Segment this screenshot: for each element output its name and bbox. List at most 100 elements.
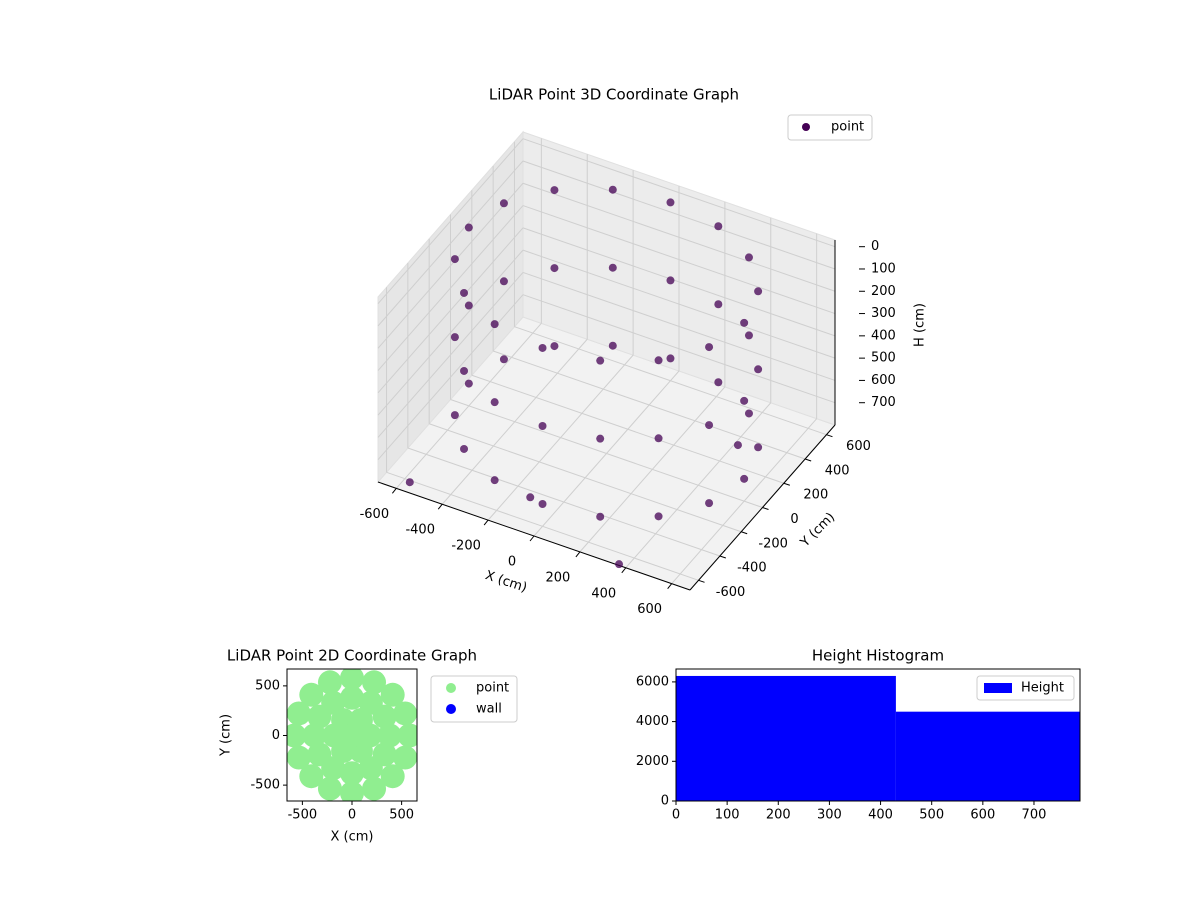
- x-tick-label: 100: [715, 808, 740, 823]
- point: [499, 277, 508, 286]
- y-tick: [741, 531, 748, 535]
- point: [490, 476, 499, 485]
- point: [340, 723, 364, 748]
- grid-line: [522, 227, 836, 337]
- z-axis-label: H (cm): [913, 303, 928, 347]
- y-tick-label: -400: [737, 561, 767, 576]
- legend-box: [976, 675, 1075, 701]
- grid-line: [522, 205, 836, 315]
- point: [393, 701, 417, 726]
- point: [460, 444, 469, 453]
- point: [666, 198, 675, 207]
- y-tick-label: 0: [790, 512, 798, 527]
- grid-line: [377, 205, 524, 371]
- point: [615, 560, 624, 569]
- y-tick-label: -200: [758, 536, 788, 551]
- y-tick-label: 400: [825, 463, 850, 478]
- point: [340, 669, 364, 690]
- grid-line: [377, 272, 524, 438]
- point: [460, 366, 469, 375]
- point: [362, 670, 387, 695]
- y-tick-label: -600: [716, 585, 746, 600]
- x-tick-label: 700: [1022, 808, 1047, 823]
- point: [608, 185, 617, 194]
- point: [393, 745, 417, 770]
- point: [740, 474, 749, 483]
- point: [744, 409, 753, 418]
- legend-label: Height: [1021, 681, 1064, 696]
- chart-title: Height Histogram: [812, 647, 944, 665]
- y-tick-label: -500: [250, 778, 280, 793]
- point: [307, 704, 332, 729]
- grid-line: [377, 182, 524, 349]
- y-tick-label: 200: [803, 488, 828, 503]
- x-tick-label: 600: [970, 808, 995, 823]
- point: [596, 356, 605, 365]
- point: [538, 343, 547, 352]
- x-tick-label: 200: [545, 570, 570, 585]
- y-tick-label: 4000: [636, 714, 669, 729]
- point: [490, 398, 499, 407]
- point: [705, 499, 714, 508]
- grid-line: [514, 326, 827, 436]
- x-tick: [483, 519, 489, 526]
- point: [464, 301, 473, 310]
- point: [287, 723, 307, 748]
- point: [714, 222, 723, 231]
- point: [450, 255, 459, 264]
- point: [340, 685, 364, 710]
- y-tick: [826, 434, 833, 438]
- point: [754, 365, 763, 374]
- x-tick-label: -400: [405, 523, 435, 538]
- z-tick-label: 0: [871, 239, 879, 254]
- grid-line: [377, 160, 524, 327]
- y-axis-label: Y (cm): [219, 714, 234, 757]
- y-tick: [804, 458, 812, 462]
- point: [608, 341, 617, 350]
- legend-marker: [802, 123, 810, 131]
- grid-line: [450, 399, 763, 508]
- point: [299, 682, 324, 707]
- grid-line: [377, 249, 524, 416]
- point: [317, 670, 342, 695]
- point: [705, 421, 714, 430]
- y-tick: [783, 482, 790, 486]
- point: [596, 512, 605, 521]
- point: [596, 434, 605, 443]
- x-tick-label: -500: [288, 808, 318, 823]
- legend-label: point: [831, 120, 864, 135]
- z-tick-label: 400: [871, 328, 896, 343]
- point: [340, 761, 364, 786]
- point: [499, 199, 508, 208]
- y-tick: [698, 579, 705, 583]
- grid-line: [407, 447, 721, 557]
- grid-line: [429, 423, 742, 533]
- grid-line: [522, 294, 836, 404]
- point: [538, 500, 547, 509]
- x-tick: [621, 567, 627, 574]
- point: [733, 441, 742, 450]
- point: [302, 723, 327, 748]
- grid-line: [522, 138, 836, 248]
- point: [608, 263, 617, 272]
- point: [405, 478, 414, 487]
- point: [550, 342, 559, 351]
- x-tick-label: 0: [672, 808, 680, 823]
- point: [362, 776, 387, 801]
- point: [372, 742, 397, 767]
- grid-line: [377, 138, 524, 305]
- z-tick-label: 200: [871, 284, 896, 299]
- legend-marker: [446, 683, 456, 693]
- x-tick-label: 500: [919, 808, 944, 823]
- grid-line: [471, 374, 784, 484]
- point: [550, 186, 559, 195]
- grid-line: [522, 160, 836, 270]
- z-tick-label: 500: [871, 351, 896, 366]
- chart-title: LiDAR Point 3D Coordinate Graph: [489, 86, 739, 104]
- y-tick-label: 2000: [636, 754, 669, 769]
- point: [744, 331, 753, 340]
- point: [499, 355, 508, 364]
- x-tick-label: 0: [348, 808, 356, 823]
- point: [287, 701, 311, 726]
- legend-marker: [446, 704, 456, 714]
